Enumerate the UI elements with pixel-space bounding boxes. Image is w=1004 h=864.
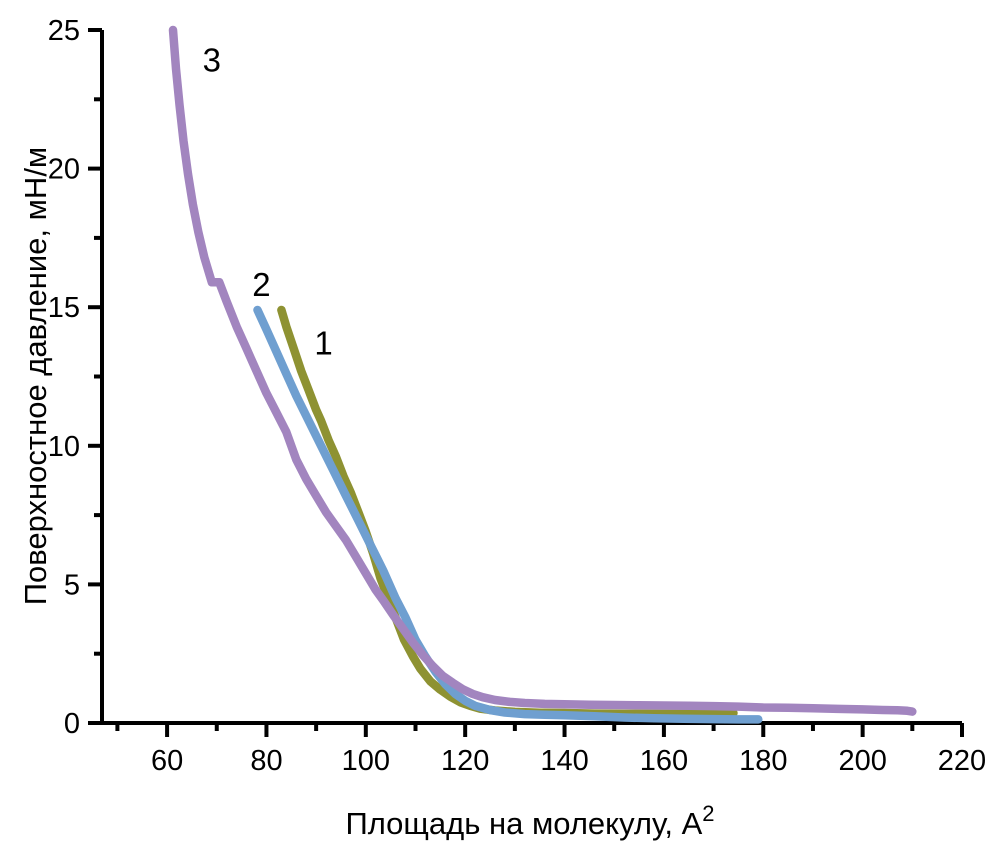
x-axis-title: Площадь на молекулу, А2 [345, 801, 714, 841]
x-tick-label: 80 [250, 745, 282, 777]
y-tick-label: 25 [48, 15, 80, 47]
y-axis-ticks: 0 5 10 15 20 25 [48, 15, 102, 740]
curve-label-2: 2 [252, 266, 270, 303]
x-tick-label: 140 [540, 745, 588, 777]
y-tick-label: 0 [64, 708, 80, 740]
y-tick-label: 5 [64, 569, 80, 601]
x-tick-label: 200 [838, 745, 886, 777]
x-axis-ticks: 60 80 100 120 140 160 180 200 220 [115, 723, 986, 777]
curve-label-1: 1 [314, 324, 332, 361]
y-tick-label: 15 [48, 292, 80, 324]
curve-1 [277, 305, 738, 719]
x-tick-label: 160 [640, 745, 688, 777]
x-tick-label: 120 [441, 745, 489, 777]
curve-3 [168, 25, 917, 716]
y-tick-label: 20 [48, 154, 80, 186]
x-tick-label: 60 [151, 745, 183, 777]
curve-label-3: 3 [203, 42, 221, 79]
y-axis-title: Поверхностное давление, мН/м [18, 147, 53, 606]
x-tick-label: 180 [739, 745, 787, 777]
x-tick-label: 100 [342, 745, 390, 777]
x-tick-label: 220 [938, 745, 986, 777]
curves [168, 25, 917, 724]
y-tick-label: 10 [48, 431, 80, 463]
